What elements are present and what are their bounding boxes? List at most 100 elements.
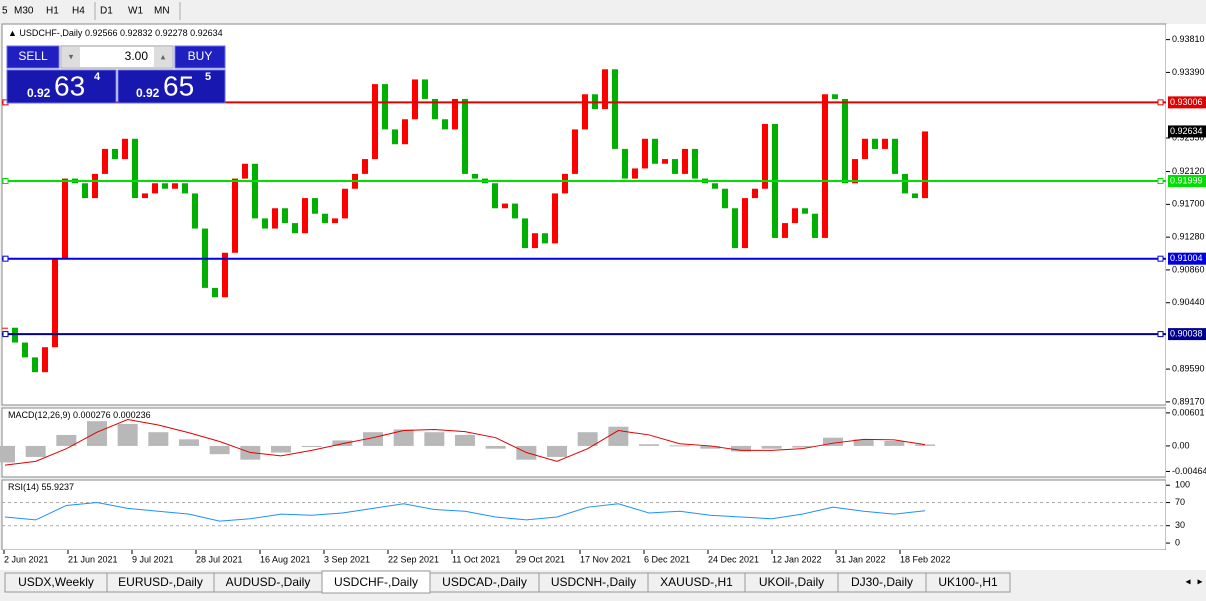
candle [192,193,198,229]
sell-button[interactable] [6,45,60,69]
level-handle [1157,99,1164,106]
candle [332,218,338,224]
sell-label[interactable]: SELL [18,49,48,63]
tab-label[interactable]: USDCNH-,Daily [551,575,636,589]
y-tick-label: 0.93810 [1172,34,1205,44]
tab-label[interactable]: USDCHF-,Daily [334,575,418,589]
macd-bar [792,445,813,448]
candle [272,208,278,229]
macd-bar [731,445,751,452]
timeframe-button[interactable]: MN [154,6,170,17]
tab-label[interactable]: XAUUSD-,H1 [660,575,733,589]
candle [812,213,818,238]
lots-up[interactable] [154,47,172,67]
candle [462,98,468,174]
candle [92,173,98,199]
candle [112,148,118,160]
macd-bar [363,432,383,446]
candle [102,148,108,174]
y-tick-label: 0.90860 [1172,264,1205,274]
lots-down-icon: ▾ [69,51,74,61]
timeframe-button[interactable]: 5 [2,6,8,17]
candle [582,94,588,130]
price-label-bg [1168,125,1206,138]
x-tick-label: 16 Aug 2021 [260,554,311,564]
candle [242,163,248,179]
bid-box[interactable] [6,69,117,104]
x-tick-label: 28 Jul 2021 [196,554,243,564]
candle [782,223,788,238]
macd-bar [455,434,475,446]
candle [422,79,428,99]
rsi-value: 55.9237 [42,482,75,492]
candle [82,183,88,199]
candle [862,138,868,160]
candle [602,69,608,110]
candle [382,84,388,130]
candle [412,79,418,120]
lots-value: 3.00 [125,49,149,63]
y-tick-label: 0.93390 [1172,67,1205,77]
candle [2,327,8,329]
macd-bar [332,440,353,446]
tab-scroll[interactable]: ◂ [1185,577,1190,588]
candle [222,252,228,298]
y-tick-label: 70 [1175,497,1185,507]
lots-input[interactable] [60,45,174,69]
trade-panel: ▲ USDCHF-,Daily 0.92566 0.92832 0.92278 … [6,28,226,104]
x-tick-label: 17 Nov 2021 [580,554,631,564]
level-label-bg [1168,328,1206,341]
timeframe-button[interactable]: H1 [46,6,59,17]
x-tick-label: 6 Dec 2021 [644,554,690,564]
macd-bar [853,439,874,446]
candle [852,159,858,184]
candle [672,159,678,174]
bid-big: 0.92 [27,86,51,100]
level-handle [2,255,9,262]
tab-label[interactable]: EURUSD-,Daily [118,575,203,589]
lots-down[interactable] [62,47,80,67]
buy-label[interactable]: BUY [188,49,213,63]
y-tick-label: 0.89170 [1172,396,1205,406]
price-axis [1166,24,1206,550]
y-tick-label: 0 [1175,537,1180,547]
ask-box[interactable] [117,69,226,104]
tab-scroll[interactable]: ▸ [1197,577,1202,588]
buy-button[interactable] [174,45,226,69]
y-tick-label: 0.90440 [1172,297,1205,307]
candle [542,233,548,244]
tab-label[interactable]: UKOil-,Daily [759,575,824,589]
rsi-header: RSI(14) 55.9237 [8,482,74,492]
x-tick-label: 2 Jun 2021 [4,554,49,564]
candle [622,148,628,179]
candle [562,173,568,194]
tab-label[interactable]: DJ30-,Daily [851,575,913,589]
timeframe-button[interactable]: W1 [128,6,143,17]
low: 0.92278 [155,28,188,38]
x-tick-label: 12 Jan 2022 [772,554,822,564]
timeframe-button[interactable]: M30 [14,6,34,17]
tab-label[interactable]: USDCAD-,Daily [442,575,527,589]
candle [512,203,518,219]
macd-bar [884,440,905,446]
candle [652,138,658,164]
x-tick-label: 11 Oct 2021 [452,554,500,564]
macd-bar [424,432,445,446]
tab-label[interactable]: USDX,Weekly [18,575,94,589]
candle [492,183,498,209]
candle [312,198,318,214]
tab[interactable] [925,572,1011,593]
candle [132,138,138,199]
candle [282,208,288,224]
timeframe-button[interactable]: D1 [100,6,113,17]
timeframe-button[interactable]: H4 [72,6,85,17]
candle [252,163,258,219]
macd-bar [639,444,659,446]
candle [572,129,578,174]
level-handle [1157,255,1164,262]
rsi-title: RSI(14) [8,482,39,492]
close: 0.92634 [190,28,223,38]
tab-label[interactable]: UK100-,H1 [938,575,998,589]
tab-label[interactable]: AUDUSD-,Daily [226,575,311,589]
x-tick-label: 21 Jun 2021 [68,554,118,564]
